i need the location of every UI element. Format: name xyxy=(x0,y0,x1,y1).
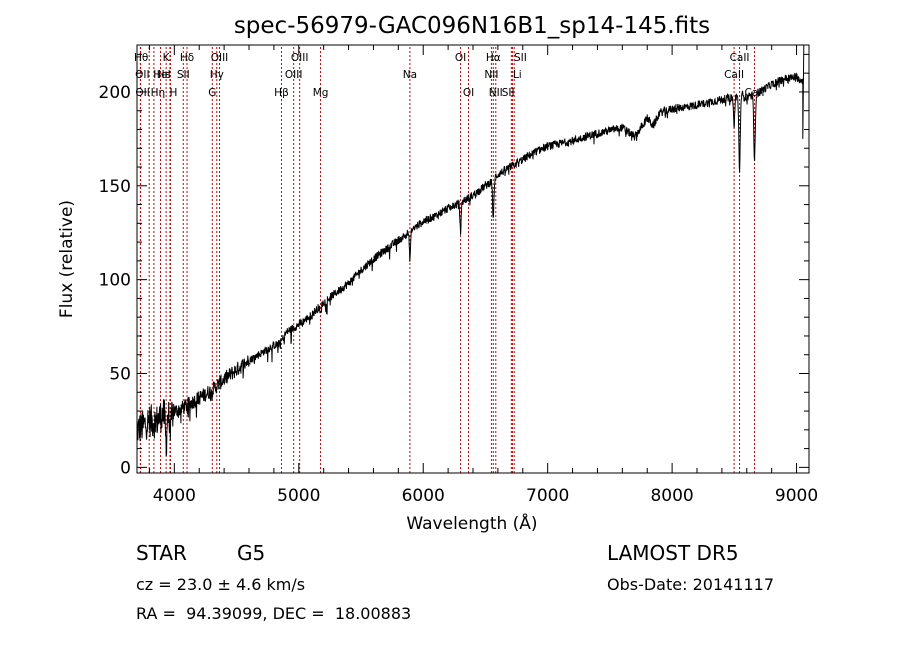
line-markers xyxy=(139,47,755,473)
y-axis-ticks: 0 50 100 150 200 xyxy=(99,53,809,478)
x-axis-ticks: 4000 5000 6000 7000 8000 9000 xyxy=(148,45,818,506)
spectral-line-label: SII xyxy=(514,52,527,64)
y-axis-label: Flux (relative) xyxy=(57,200,77,318)
x-tick-label: 5000 xyxy=(277,486,320,506)
observation-date: Obs-Date: 20141117 xyxy=(607,575,775,594)
x-tick-label: 4000 xyxy=(153,486,196,506)
spectrum-line xyxy=(136,44,805,457)
redshift-cz: cz = 23.0 ± 4.6 km/s xyxy=(136,575,306,594)
spectral-line-label: Hη xyxy=(151,87,166,99)
spectral-line-label: HeI xyxy=(153,69,170,81)
x-axis-label: Wavelength (Å) xyxy=(406,512,537,534)
chart-title: spec-56979-GAC096N16B1_sp14-145.fits xyxy=(234,13,710,39)
x-tick-label: 8000 xyxy=(650,486,693,506)
spectral-line-label: G xyxy=(208,87,216,99)
spectral-line-label: OIII xyxy=(285,69,303,81)
spectral-line-label: Hδ xyxy=(180,52,194,64)
spectral-line-label: Hα xyxy=(486,52,501,64)
plot-frame xyxy=(136,44,810,474)
spectral-line-label: OII xyxy=(135,87,149,99)
y-tick-label: 200 xyxy=(99,83,131,103)
spectral-line-label: Mg xyxy=(313,87,329,99)
spectral-line-label: SII xyxy=(177,69,190,81)
spectral-line-label: Hθ xyxy=(134,52,148,64)
y-tick-label: 50 xyxy=(109,365,131,385)
x-tick-label: 9000 xyxy=(775,486,818,506)
x-tick-label: 6000 xyxy=(402,486,445,506)
y-tick-label: 100 xyxy=(99,271,131,291)
spectral-line-label: Hγ xyxy=(210,69,224,81)
sky-coordinates: RA = 94.39099, DEC = 18.00883 xyxy=(136,604,412,623)
spectral-line-label: OIII xyxy=(291,52,309,64)
object-subclass: G5 xyxy=(237,541,266,565)
x-tick-label: 7000 xyxy=(526,486,569,506)
y-tick-label: 0 xyxy=(120,458,131,478)
spectral-line-label: OII xyxy=(135,69,149,81)
spectral-line-label: NII xyxy=(484,69,498,81)
spectral-line-label: Hβ xyxy=(274,87,289,99)
spectral-line-label: K xyxy=(163,52,171,64)
y-tick-label: 150 xyxy=(99,177,131,197)
spectral-line-label: SII xyxy=(502,87,515,99)
spectral-line-label: OI xyxy=(463,87,474,99)
spectral-line-label: OIII xyxy=(211,52,229,64)
spectral-line-label: OI xyxy=(455,52,466,64)
spectral-line-label: CaII xyxy=(745,87,765,99)
spectral-line-label: H xyxy=(170,87,178,99)
spectral-line-label: Li xyxy=(513,69,522,81)
spectral-line-label: NII xyxy=(489,87,503,99)
spectral-line-label: Na xyxy=(403,69,417,81)
object-class: STAR xyxy=(136,541,187,565)
survey-label: LAMOST DR5 xyxy=(607,541,739,565)
spectral-line-label: CaII xyxy=(730,52,750,64)
spectral-line-label: CaII xyxy=(724,69,744,81)
spectral-line-label: Hε xyxy=(157,69,171,81)
